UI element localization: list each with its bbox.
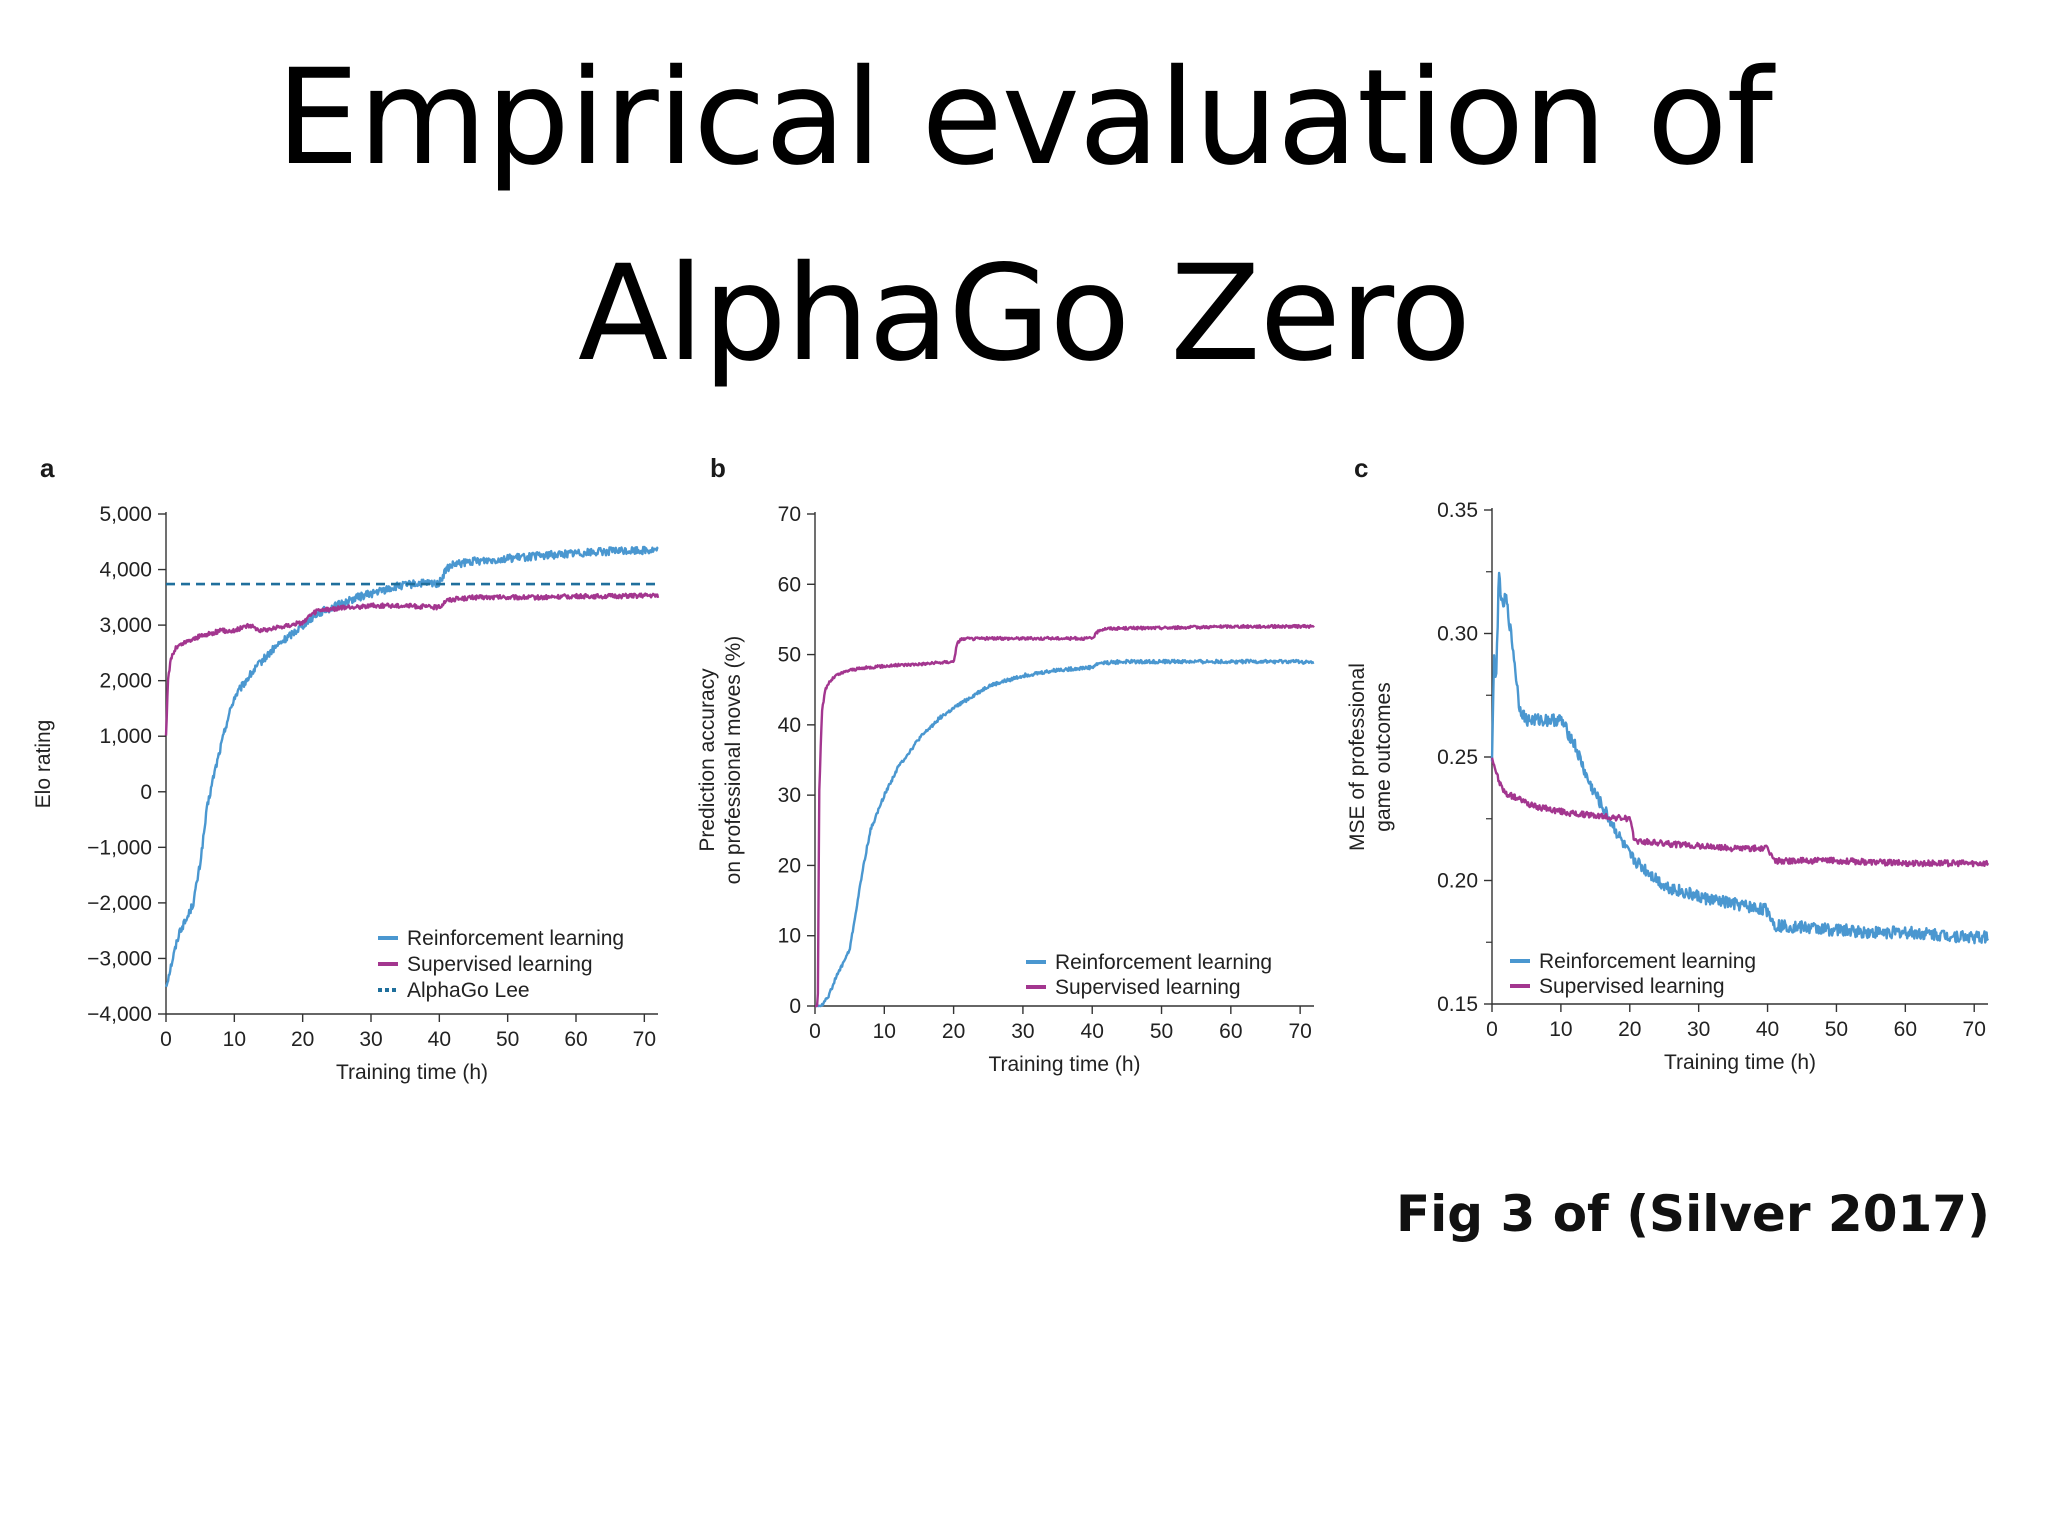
y-tick-label: 0.20 (1437, 870, 1478, 893)
x-tick-label: 50 (496, 1028, 519, 1051)
y-tick-label: 0 (789, 995, 801, 1018)
x-tick-label: 60 (564, 1028, 587, 1051)
figure-3-charts: a 0 10 20 30 40 50 60 70 −4,000 −3,000 −2,000 −1,000… (32, 453, 1990, 1084)
y-tick-label: −4,000 (87, 1003, 152, 1026)
x-tick-label: 30 (1011, 1020, 1034, 1043)
legend-label: Reinforcement learning (407, 927, 624, 950)
x-tick-label: 50 (1150, 1020, 1173, 1043)
x-tick-label: 20 (291, 1028, 314, 1051)
y-tick-label: 0.30 (1437, 623, 1478, 646)
x-tick-label: 70 (633, 1028, 656, 1051)
series-line-supervised-learning (1490, 757, 1990, 868)
x-tick-label: 40 (428, 1028, 451, 1051)
x-tick-label: 70 (1963, 1018, 1986, 1041)
x-tick-label: 30 (1687, 1018, 1710, 1041)
x-axis-label: Training time (h) (336, 1061, 488, 1084)
x-tick-label: 10 (873, 1020, 896, 1043)
y-tick-label: −3,000 (87, 947, 152, 970)
y-tick-label: 5,000 (99, 503, 152, 526)
y-tick-label: 70 (778, 503, 801, 526)
y-axis-label: game outcomes (1372, 682, 1395, 831)
series-line-reinforcement-learning (814, 658, 1315, 1008)
legend-label: Supervised learning (407, 953, 593, 976)
x-tick-label: 40 (1081, 1020, 1104, 1043)
y-tick-label: 4,000 (99, 559, 152, 582)
x-tick-label: 0 (1486, 1018, 1498, 1041)
chart-panel-a: a 0 10 20 30 40 50 60 70 −4,000 −3,000 −2,000 −1,000… (32, 453, 660, 1084)
y-tick-label: 30 (778, 784, 801, 807)
y-tick-label: 10 (778, 925, 801, 948)
y-axis-label: on professional moves (%) (722, 636, 745, 885)
x-tick-label: 20 (942, 1020, 965, 1043)
series-line-reinforcement-learning (164, 545, 659, 988)
y-tick-label: −2,000 (87, 892, 152, 915)
x-tick-label: 10 (1549, 1018, 1572, 1041)
chart-panel-b: b 0 10 20 30 40 50 60 70 0 10 20 30 40 50 60 70 Training … (696, 453, 1315, 1076)
y-tick-label: 0.15 (1437, 993, 1478, 1016)
legend-label: AlphaGo Lee (407, 979, 530, 1002)
y-tick-label: 20 (778, 854, 801, 877)
figure-caption: Fig 3 of (Silver 2017) (1396, 1185, 1990, 1243)
series-line-supervised-learning (814, 623, 1315, 1008)
panel-letter: b (710, 453, 726, 483)
x-tick-label: 60 (1894, 1018, 1917, 1041)
y-tick-label: 60 (778, 573, 801, 596)
slide-title-line1: Empirical evaluation of (276, 41, 1773, 195)
x-tick-label: 10 (223, 1028, 246, 1051)
panel-letter: c (1354, 453, 1368, 483)
y-axis-label: MSE of professional (1346, 663, 1369, 851)
legend-label: Reinforcement learning (1055, 951, 1272, 974)
x-axis-label: Training time (h) (988, 1053, 1140, 1076)
slide-title-line2: AlphaGo Zero (577, 237, 1471, 391)
legend-label: Reinforcement learning (1539, 950, 1756, 973)
y-axis-label: Prediction accuracy (696, 668, 719, 852)
x-tick-label: 60 (1219, 1020, 1242, 1043)
x-tick-label: 0 (160, 1028, 172, 1051)
y-tick-label: 40 (778, 714, 801, 737)
y-tick-label: 2,000 (99, 670, 152, 693)
x-tick-label: 30 (359, 1028, 382, 1051)
y-tick-label: 0.25 (1437, 746, 1478, 769)
panel-letter: a (40, 453, 55, 483)
x-tick-label: 50 (1825, 1018, 1848, 1041)
x-axis-label: Training time (h) (1664, 1051, 1816, 1074)
y-tick-label: 1,000 (99, 725, 152, 748)
x-tick-label: 0 (809, 1020, 821, 1043)
y-tick-label: 3,000 (99, 614, 152, 637)
x-tick-label: 70 (1288, 1020, 1311, 1043)
y-tick-label: 0.35 (1437, 499, 1478, 522)
legend-label: Supervised learning (1055, 976, 1241, 999)
legend-label: Supervised learning (1539, 975, 1725, 998)
x-tick-label: 40 (1756, 1018, 1779, 1041)
series-line-supervised-learning (164, 592, 660, 736)
y-axis-label: Elo rating (32, 720, 55, 809)
series-line-reinforcement-learning (1490, 571, 1990, 945)
x-tick-label: 20 (1618, 1018, 1641, 1041)
y-tick-label: 0 (140, 781, 152, 804)
y-tick-label: −1,000 (87, 836, 152, 859)
chart-panel-c: c 0 10 20 30 40 50 60 70 0.15 0.20 0.25 0.30 0.35 Trai… (1346, 453, 1990, 1074)
y-tick-label: 50 (778, 644, 801, 667)
